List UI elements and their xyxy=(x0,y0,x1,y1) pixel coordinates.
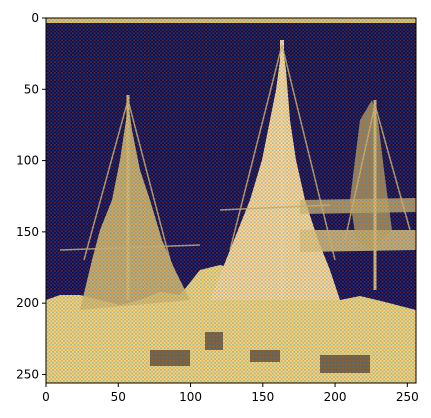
y-tick-label: 0 xyxy=(31,11,39,25)
checkerboard-artifacts xyxy=(46,18,416,383)
y-axis: 0 50 100 150 200 250 xyxy=(16,11,46,381)
y-tick-label: 250 xyxy=(16,367,39,381)
image-content xyxy=(46,18,416,383)
y-tick-label: 50 xyxy=(24,82,39,96)
x-tick-label: 50 xyxy=(111,390,126,404)
x-tick-label: 200 xyxy=(324,390,347,404)
x-tick-label: 0 xyxy=(42,390,50,404)
x-axis: 0 50 100 150 200 250 xyxy=(42,383,419,404)
x-tick-label: 150 xyxy=(251,390,274,404)
y-tick-label: 100 xyxy=(16,154,39,168)
x-tick-label: 250 xyxy=(396,390,419,404)
plot-frame xyxy=(45,17,417,384)
y-tick-label: 200 xyxy=(16,296,39,310)
x-tick-label: 100 xyxy=(179,390,202,404)
y-tick-label: 150 xyxy=(16,225,39,239)
